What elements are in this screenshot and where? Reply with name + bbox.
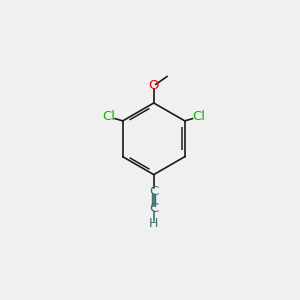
Text: C: C (149, 185, 158, 198)
Text: C: C (149, 202, 158, 215)
Text: H: H (149, 217, 158, 230)
Text: Cl: Cl (102, 110, 115, 123)
Text: O: O (148, 79, 159, 92)
Text: Cl: Cl (193, 110, 206, 123)
